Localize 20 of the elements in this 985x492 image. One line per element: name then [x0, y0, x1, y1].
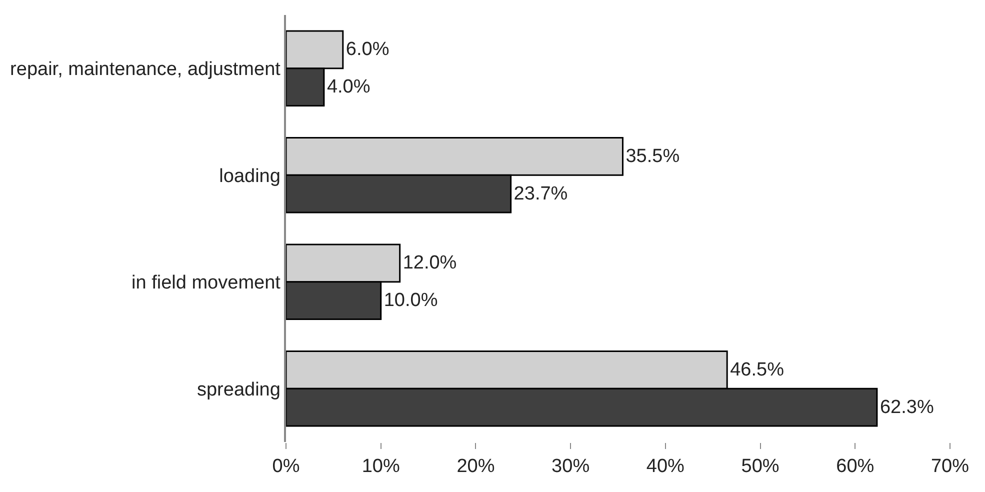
x-tick-label: 40% [646, 456, 685, 477]
x-tick-label: 10% [362, 456, 400, 477]
x-tick-label: 70% [930, 456, 970, 477]
data-label: 4.0% [326, 76, 370, 98]
y-tick-label: spreading [196, 379, 280, 400]
x-tick-label: 60% [836, 456, 874, 477]
y-tick-label: repair, maintenance, adjustment [10, 59, 282, 80]
data-label: 12.0% [402, 252, 457, 274]
y-tick-label: in field movement [132, 272, 282, 294]
data-label: 46.5% [730, 359, 784, 380]
data-label: 62.3% [880, 396, 934, 418]
data-label: 23.7% [514, 183, 568, 204]
y-tick-label: loading [219, 166, 280, 187]
data-label: 35.5% [626, 146, 680, 167]
x-tick-label: 0% [272, 456, 300, 477]
data-label: 6.0% [346, 39, 390, 60]
x-tick-label: 50% [741, 456, 780, 477]
x-tick-label: 30% [552, 456, 590, 477]
x-tick-label: 20% [456, 456, 495, 477]
data-label: 10.0% [384, 290, 438, 312]
